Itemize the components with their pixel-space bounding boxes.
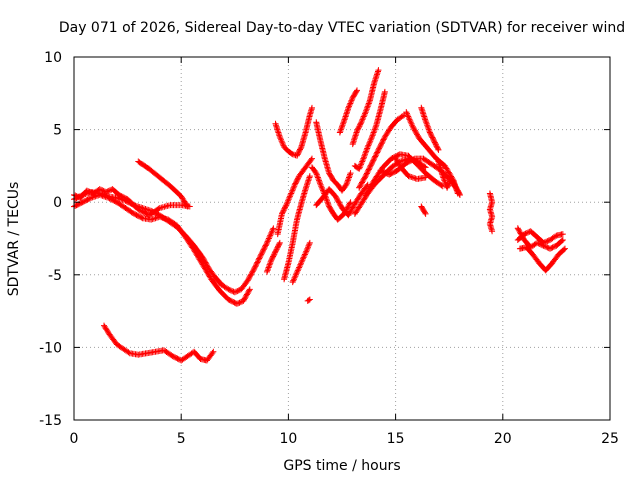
series-track-16 <box>349 67 382 148</box>
chart-title: Day 071 of 2026, Sidereal Day-to-day VTE… <box>59 20 625 36</box>
x-axis-label: GPS time / hours <box>283 458 400 474</box>
y-tick-label: 10 <box>44 50 62 66</box>
series-track-27 <box>486 190 496 235</box>
x-tick-label: 10 <box>279 431 297 447</box>
data-point-markers <box>514 225 566 252</box>
data-point-markers <box>349 67 382 148</box>
data-point-markers <box>418 104 442 153</box>
data-point-markers <box>356 112 408 191</box>
series-track-20 <box>362 151 446 198</box>
data-point-markers <box>101 322 217 364</box>
data-point-markers <box>486 190 496 235</box>
data-point-markers <box>418 203 429 217</box>
series-track-18 <box>356 112 408 191</box>
series-track-30 <box>516 244 568 274</box>
series-track-10 <box>289 239 313 286</box>
data-point-markers <box>336 87 361 136</box>
data-point-markers <box>313 119 354 194</box>
series-track-6 <box>272 104 315 159</box>
y-axis-label: SDTVAR / TECUs <box>6 182 22 297</box>
series-track-11 <box>304 296 313 304</box>
tick-layer: 0 5 10 15 20 25 -15 -10 -5 0 5 10 <box>39 50 619 447</box>
data-point-markers <box>351 88 388 172</box>
data-point-markers <box>304 296 313 304</box>
data-point-markers <box>514 228 566 246</box>
data-point-markers <box>272 104 315 159</box>
data-layer <box>71 67 568 364</box>
series-track-22 <box>392 155 429 182</box>
data-point-markers <box>281 173 313 283</box>
series-track-15 <box>336 87 361 136</box>
y-tick-label: 5 <box>53 123 62 139</box>
x-tick-label: 0 <box>70 431 79 447</box>
series-track-4 <box>135 158 191 210</box>
data-point-markers <box>263 239 283 275</box>
series-track-14 <box>313 181 371 219</box>
y-tick-label: 0 <box>53 195 62 211</box>
data-point-markers <box>435 158 463 198</box>
x-tick-label: 5 <box>177 431 186 447</box>
data-point-markers <box>392 155 429 182</box>
data-point-markers <box>516 244 568 274</box>
y-tick-label: -15 <box>39 413 62 429</box>
data-point-markers <box>289 239 313 286</box>
series-track-24 <box>418 104 442 153</box>
data-point-markers <box>362 151 446 198</box>
series-track-5 <box>101 322 217 364</box>
x-tick-label: 15 <box>387 431 405 447</box>
y-tick-label: -10 <box>39 340 62 356</box>
plot-frame <box>73 56 611 421</box>
data-point-markers <box>135 158 191 210</box>
series-track-8 <box>263 239 283 275</box>
data-point-markers <box>274 155 315 238</box>
data-point-markers <box>313 181 371 219</box>
series-track-26 <box>418 203 429 217</box>
series-track-17 <box>351 88 388 172</box>
series-track-9 <box>281 173 313 283</box>
y-tick-label: -5 <box>48 268 62 284</box>
series-track-12 <box>313 119 354 194</box>
x-tick-label: 25 <box>601 431 619 447</box>
series-track-29 <box>514 228 566 246</box>
x-tick-label: 20 <box>494 431 512 447</box>
series-track-25 <box>435 158 463 198</box>
series-track-7 <box>274 155 315 238</box>
series-track-28 <box>514 225 566 252</box>
